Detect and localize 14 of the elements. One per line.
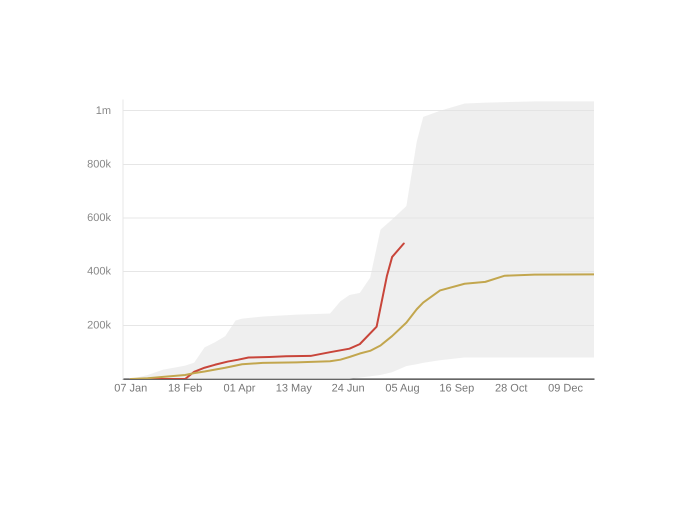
y-tick-label: 200k <box>87 319 112 332</box>
x-tick-label: 28 Oct <box>494 382 528 395</box>
x-tick-label: 05 Aug <box>385 382 420 395</box>
y-tick-label: 400k <box>87 266 112 278</box>
x-tick-label: 16 Sep <box>439 382 474 395</box>
x-tick-label: 13 May <box>276 382 312 395</box>
y-tick-label: 600k <box>87 212 112 224</box>
x-tick-label: 09 Dec <box>548 382 584 395</box>
y-tick-label: 1m <box>96 104 111 117</box>
x-tick-label: 07 Jan <box>114 382 148 395</box>
x-tick-label: 24 Jun <box>332 382 365 395</box>
x-tick-label: 18 Feb <box>168 382 202 395</box>
x-tick-label: 01 Apr <box>224 382 256 395</box>
y-tick-label: 800k <box>87 158 112 170</box>
